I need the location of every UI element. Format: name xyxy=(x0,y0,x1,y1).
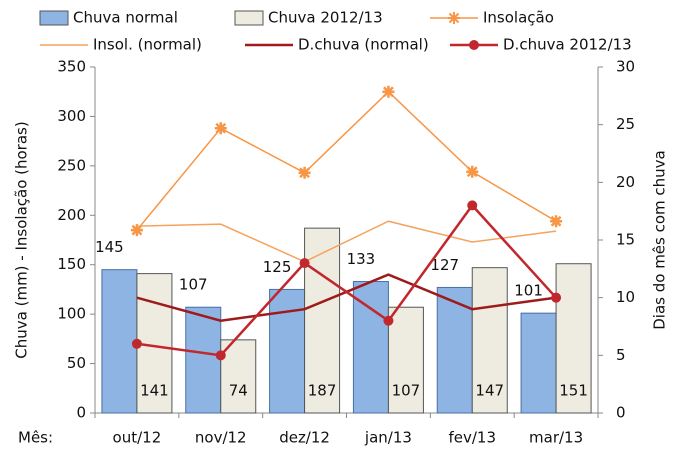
bar xyxy=(269,288,306,414)
y-tick-label: 200 xyxy=(57,206,86,224)
value-label: 107 xyxy=(179,276,208,294)
marker xyxy=(466,165,479,178)
bar xyxy=(520,312,557,414)
value-label: 187 xyxy=(308,382,337,400)
marker xyxy=(215,350,226,361)
line xyxy=(136,220,557,263)
value-label: 127 xyxy=(430,256,459,274)
x-tick-label: mar/13 xyxy=(529,429,583,447)
value-label: 74 xyxy=(229,382,248,400)
marker xyxy=(551,292,562,303)
marker xyxy=(382,85,395,98)
value-label: 141 xyxy=(140,382,169,400)
y-axis-label: Chuva (mm) - Insolação (horas) xyxy=(13,121,31,358)
bar xyxy=(387,306,424,414)
marker xyxy=(298,166,311,179)
marker xyxy=(299,258,310,269)
marker xyxy=(130,224,143,237)
marker xyxy=(214,122,227,135)
line xyxy=(136,90,557,231)
legend-label: Chuva normal xyxy=(73,9,178,27)
legend-label: Chuva 2012/13 xyxy=(268,9,383,27)
line xyxy=(136,203,558,357)
bar xyxy=(304,227,341,414)
y-tick-label: 100 xyxy=(57,305,86,323)
y2-tick-label: 5 xyxy=(616,346,626,364)
bar xyxy=(185,306,222,414)
y-tick-label: 0 xyxy=(76,404,86,422)
y2-tick-label: 15 xyxy=(616,231,635,249)
marker xyxy=(467,200,478,211)
marker xyxy=(383,315,394,326)
y-tick-label: 250 xyxy=(57,156,86,174)
bar xyxy=(101,269,138,414)
y-tick-label: 300 xyxy=(57,107,86,125)
y2-tick-label: 0 xyxy=(616,404,626,422)
bar xyxy=(555,263,592,414)
marker xyxy=(550,215,563,228)
y-tick-label: 350 xyxy=(57,58,86,76)
y2-tick-label: 10 xyxy=(616,288,635,306)
y-tick-label: 150 xyxy=(57,255,86,273)
value-label: 107 xyxy=(392,382,421,400)
value-label: 125 xyxy=(263,258,292,276)
bar xyxy=(471,267,508,414)
x-tick-label: jan/13 xyxy=(364,429,412,447)
legend-swatch xyxy=(39,10,69,26)
bar xyxy=(436,286,473,414)
legend-marker xyxy=(448,12,460,24)
legend-label: Insolação xyxy=(483,9,554,27)
y-tick-label: 50 xyxy=(67,354,86,372)
x-tick-label: nov/12 xyxy=(195,429,247,447)
value-label: 147 xyxy=(475,382,504,400)
x-tick-label: out/12 xyxy=(113,429,162,447)
legend-swatch xyxy=(234,10,264,26)
x-tick-label: dez/12 xyxy=(279,429,330,447)
x-tick-label: fev/13 xyxy=(448,429,496,447)
value-label: 145 xyxy=(95,238,124,256)
y2-axis-label: Dias do mês com chuva xyxy=(651,150,669,330)
marker xyxy=(131,338,142,349)
x-axis-label: Mês: xyxy=(18,429,53,447)
legend-label: Insol. (normal) xyxy=(93,36,202,54)
legend-label: D.chuva 2012/13 xyxy=(503,36,632,54)
legend-label: D.chuva (normal) xyxy=(298,36,429,54)
y2-tick-label: 20 xyxy=(616,173,635,191)
legend-marker xyxy=(469,40,479,50)
y2-tick-label: 30 xyxy=(616,58,635,76)
value-label: 101 xyxy=(514,282,543,300)
y2-tick-label: 25 xyxy=(616,115,635,133)
value-label: 151 xyxy=(559,382,588,400)
value-label: 133 xyxy=(347,250,376,268)
bar xyxy=(136,273,173,414)
bar xyxy=(220,339,257,414)
